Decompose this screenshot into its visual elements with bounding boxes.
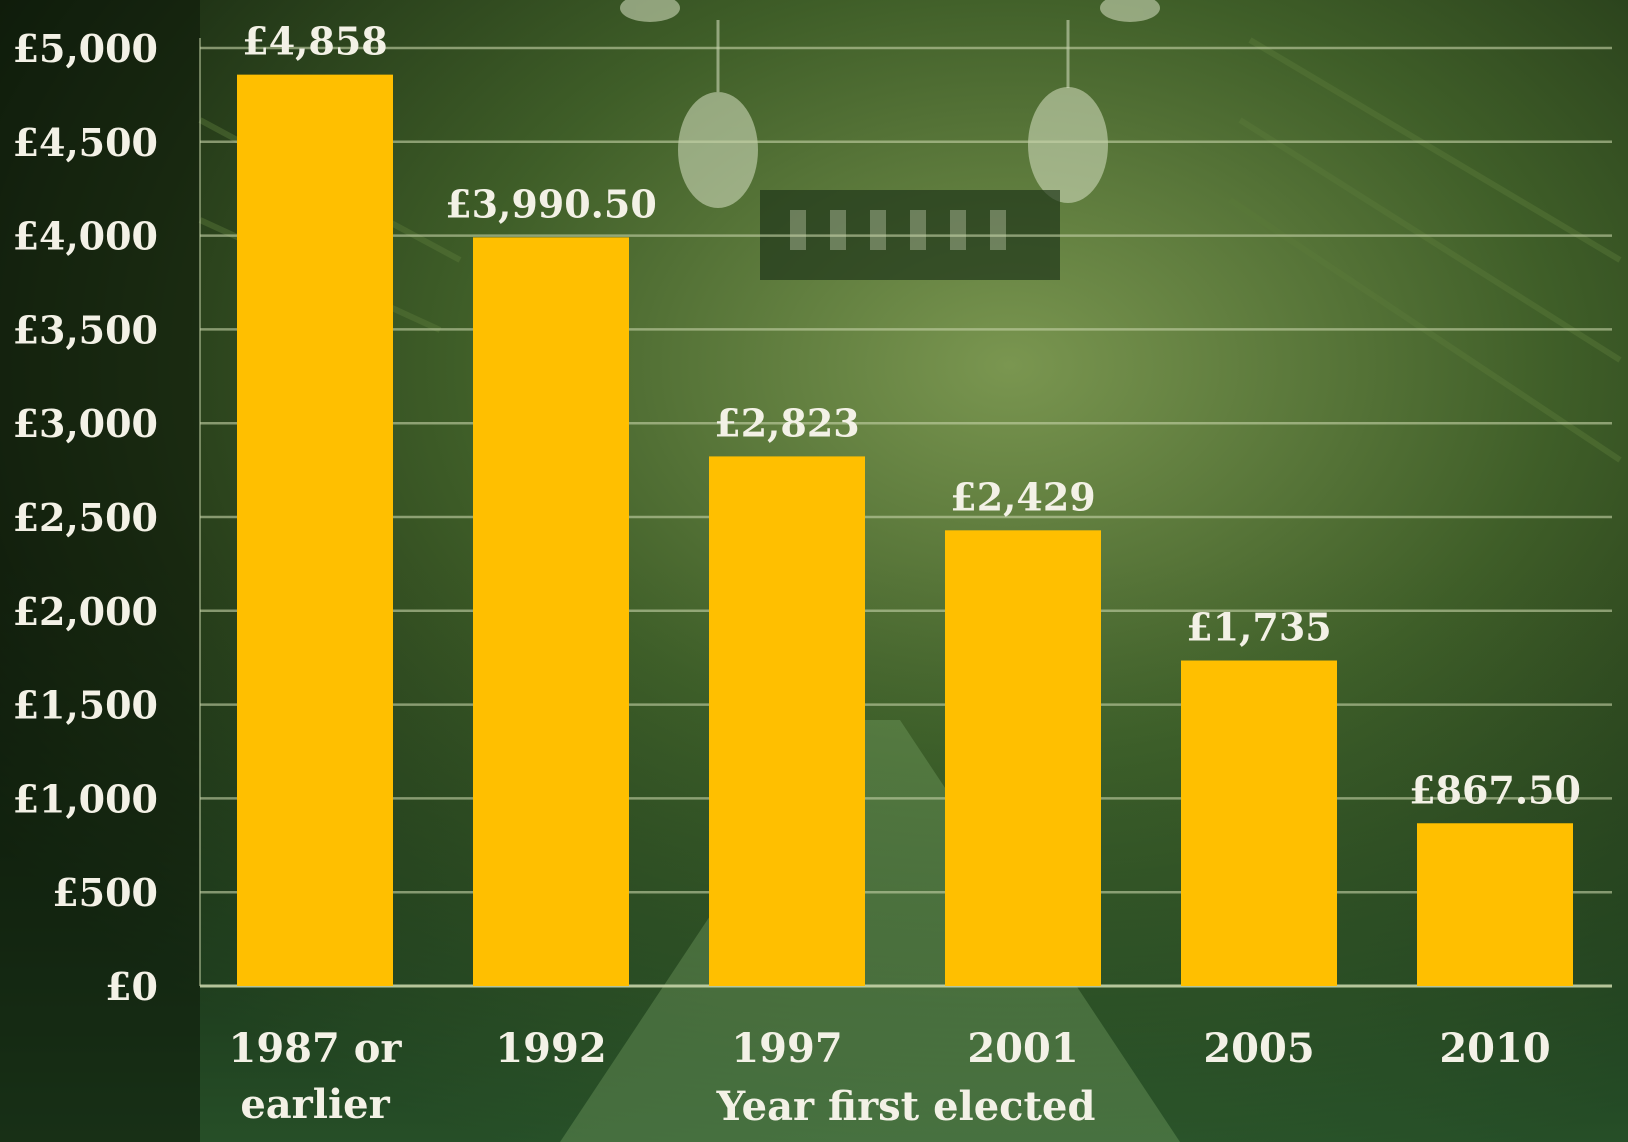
y-tick-label: £500 — [52, 870, 158, 915]
x-tick-label: 2005 — [1203, 1025, 1314, 1072]
y-tick-label: £1,000 — [13, 776, 158, 821]
value-labels: £4,858 £3,990.50 £2,823 £2,429 £1,735 £867.50 — [242, 19, 1581, 813]
bar — [473, 237, 629, 986]
x-tick-label: 2010 — [1439, 1025, 1550, 1072]
x-tick-label: 1997 — [731, 1025, 842, 1072]
x-axis-ticks: 1987 or earlier 1992 1997 2001 2005 2010 — [228, 1025, 1550, 1128]
y-tick-label: £4,000 — [13, 214, 158, 259]
data-label: £1,735 — [1186, 605, 1331, 650]
y-tick-label: £4,500 — [13, 120, 158, 165]
x-tick-label: 1992 — [495, 1025, 606, 1072]
x-tick-label: 2001 — [967, 1025, 1078, 1072]
bar — [237, 74, 393, 986]
x-axis-label: Year first elected — [716, 1083, 1096, 1130]
data-label: £4,858 — [242, 19, 387, 64]
gridlines — [199, 38, 1612, 988]
y-tick-label: £1,500 — [13, 683, 158, 728]
bar — [945, 530, 1101, 986]
data-label: £2,429 — [950, 474, 1095, 519]
y-tick-label: £5,000 — [13, 26, 158, 71]
y-tick-label: £2,000 — [13, 589, 158, 634]
y-tick-label: £3,500 — [13, 307, 158, 352]
bar — [709, 456, 865, 986]
y-tick-label: £0 — [105, 964, 158, 1009]
data-label: £867.50 — [1409, 767, 1581, 812]
x-tick-label: 1987 or earlier — [228, 1025, 402, 1128]
data-label: £3,990.50 — [445, 181, 657, 226]
y-axis-ticks: £0 £500 £1,000 £1,500 £2,000 £2,500 £3,000 £3,5… — [13, 26, 158, 1009]
data-label: £2,823 — [714, 400, 859, 445]
bar — [1417, 823, 1573, 986]
bars — [237, 74, 1573, 986]
bar — [1181, 660, 1337, 986]
y-tick-label: £3,000 — [13, 401, 158, 446]
y-tick-label: £2,500 — [13, 495, 158, 540]
